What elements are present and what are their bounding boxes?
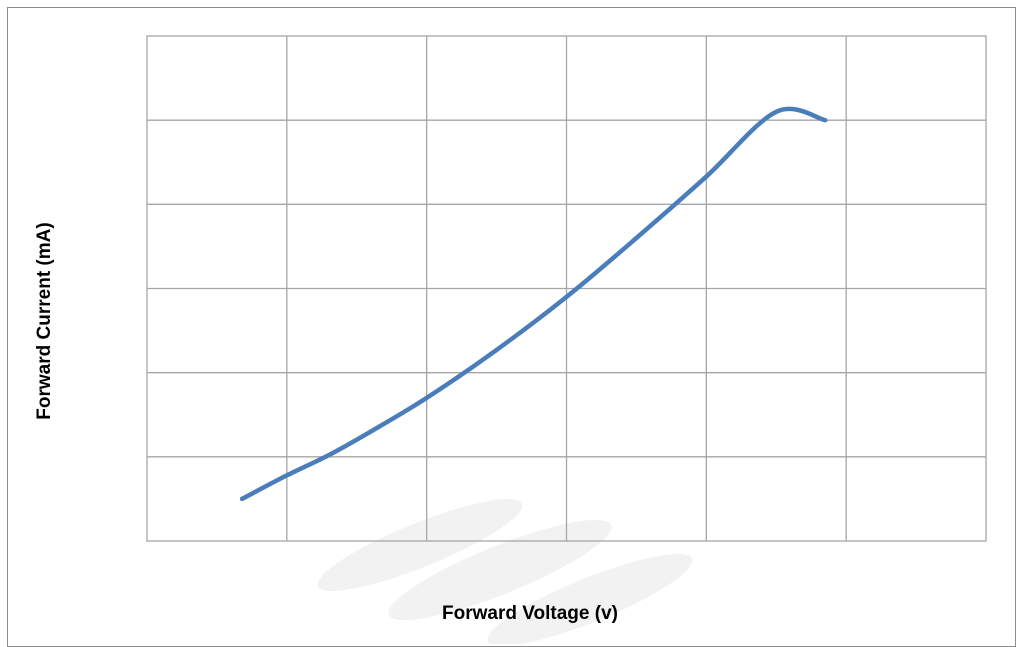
y-axis-label: Forward Current (mA) [34, 222, 55, 419]
plot-area-border [146, 35, 987, 542]
watermark-logo [317, 499, 693, 644]
chart-frame [7, 7, 1016, 647]
series-line-0 [239, 106, 828, 502]
series-layer [239, 106, 828, 502]
grid-lines [147, 36, 986, 541]
x-axis-label: Forward Voltage (v) [442, 603, 618, 624]
